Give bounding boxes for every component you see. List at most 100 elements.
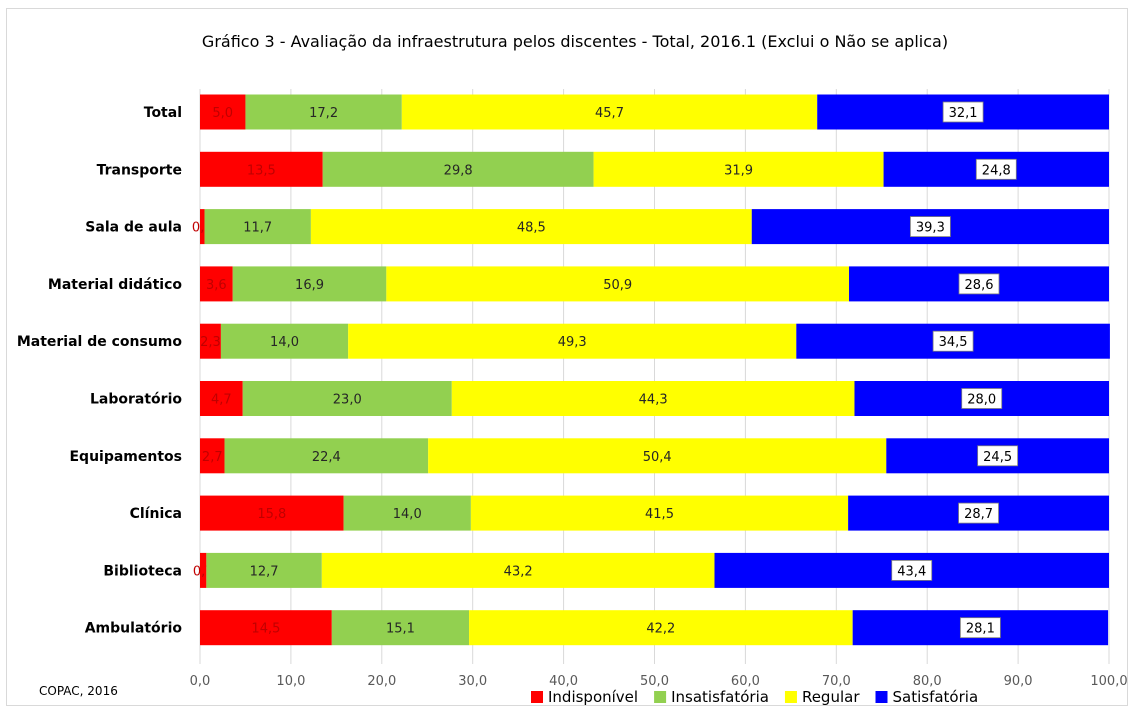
category-label: Ambulatório [85, 621, 183, 637]
data-label-box [958, 273, 1000, 295]
data-label: 13,5 [247, 163, 276, 178]
category-label: Laboratório [90, 392, 182, 408]
data-label: 14,0 [393, 507, 422, 522]
bar-segment [200, 323, 221, 359]
data-label: 45,7 [595, 106, 624, 121]
bar-segment [200, 610, 332, 646]
bar-segment [386, 266, 850, 302]
category-label: Biblioteca [103, 563, 182, 579]
category-label: Equipamentos [69, 449, 182, 465]
x-tick-label: 0,0 [190, 674, 211, 689]
bar-segment [245, 94, 402, 130]
legend-swatch [784, 691, 797, 703]
source-note: COPAC, 2016 [39, 684, 118, 698]
data-label: 29,8 [444, 163, 473, 178]
data-label: 15,8 [257, 507, 286, 522]
legend-label: Regular [802, 688, 860, 705]
data-label: 2,3 [200, 335, 221, 350]
data-label: 5,0 [212, 106, 233, 121]
data-label: 28,0 [967, 393, 996, 408]
bars: 5,0 17,2 45,7 32,113,5 29,8 31,9 24,80,5 11,7 48… [192, 94, 1110, 646]
data-label: 34,5 [939, 335, 968, 350]
data-label: 28,7 [964, 507, 993, 522]
legend-swatch [875, 691, 888, 703]
bar-segment [348, 323, 797, 359]
bar-segment [242, 381, 452, 416]
bar-segment [321, 552, 715, 588]
data-label: 43,4 [897, 564, 926, 579]
bar-segment [200, 151, 323, 187]
bar-segment [204, 209, 311, 245]
bar-segment [232, 266, 387, 302]
bar-segment [200, 438, 225, 474]
x-tick-label: 40,0 [549, 674, 578, 689]
x-tick-label: 50,0 [640, 674, 669, 689]
category-label: Clínica [130, 506, 182, 522]
data-label: 24,5 [983, 450, 1012, 465]
x-tick-label: 60,0 [731, 674, 760, 689]
legend-label: Satisfatória [893, 688, 979, 705]
data-label: 17,2 [309, 106, 338, 121]
bar-segment [200, 381, 243, 416]
data-label: 28,6 [965, 278, 994, 293]
bar-segment [593, 151, 884, 187]
data-label-box [891, 560, 933, 581]
data-label: 12,7 [250, 564, 279, 579]
bar-segment [200, 209, 205, 245]
bar-segment [343, 495, 471, 531]
bar-segment [200, 94, 246, 130]
legend: Indisponível Insatisfatória Regular Satisfa… [531, 688, 978, 705]
data-label: 15,1 [386, 622, 415, 637]
data-label: 4,7 [211, 393, 232, 408]
data-label: 42,2 [646, 622, 675, 637]
category-label: Material didático [48, 277, 182, 293]
category-label: Total [144, 105, 182, 121]
data-label: 16,9 [295, 278, 324, 293]
category-labels: Total Transporte Sala de aula Material didá… [17, 105, 183, 637]
data-label: 14,0 [270, 335, 299, 350]
data-label-box [958, 502, 999, 524]
legend-label: Insatisfatória [671, 688, 769, 705]
x-tick-label: 80,0 [913, 674, 942, 689]
legend-swatch [654, 691, 667, 703]
bar-segment [428, 438, 887, 474]
bar-segment [401, 94, 818, 130]
stacked-bar-chart: Gráfico 3 - Avaliação da infraestrutura … [17, 32, 1127, 705]
data-label-box [975, 158, 1017, 180]
data-label: 41,5 [645, 507, 674, 522]
legend-swatch [531, 691, 543, 703]
category-label: Transporte [97, 162, 182, 178]
data-label: 32,1 [949, 106, 978, 121]
category-label: Material de consumo [17, 334, 183, 350]
category-label: Sala de aula [85, 220, 182, 236]
data-label-box [932, 330, 974, 352]
bar-segment [331, 610, 470, 646]
data-label: 23,0 [333, 393, 362, 408]
data-label-box [909, 216, 951, 238]
data-label-box [959, 617, 1001, 639]
data-label: 50,9 [603, 278, 632, 293]
bar-segment [200, 266, 233, 302]
data-label: 31,9 [724, 163, 753, 178]
bar-segment [200, 552, 207, 588]
chart-frame: Gráfico 3 - Avaliação da infraestrutura … [6, 8, 1128, 706]
data-label-box [961, 388, 1003, 409]
x-tick-label: 20,0 [367, 674, 396, 689]
bar-segment [322, 151, 594, 187]
data-label: 50,4 [643, 450, 672, 465]
data-label: 14,5 [251, 622, 280, 637]
bar-segment [451, 381, 855, 416]
data-label: 2,7 [202, 450, 223, 465]
data-label: 3,6 [206, 278, 227, 293]
bar-segment [206, 552, 322, 588]
x-tick-label: 90,0 [1004, 674, 1033, 689]
data-label-box [977, 445, 1019, 467]
chart-title: Gráfico 3 - Avaliação da infraestrutura … [202, 32, 948, 51]
data-label: 48,5 [517, 221, 546, 236]
x-tick-label: 70,0 [822, 674, 851, 689]
data-label: 11,7 [243, 221, 272, 236]
data-label: 39,3 [916, 221, 945, 236]
x-tick-label: 100,0 [1090, 674, 1127, 689]
data-label: 22,4 [312, 450, 341, 465]
bar-segment [470, 495, 849, 531]
